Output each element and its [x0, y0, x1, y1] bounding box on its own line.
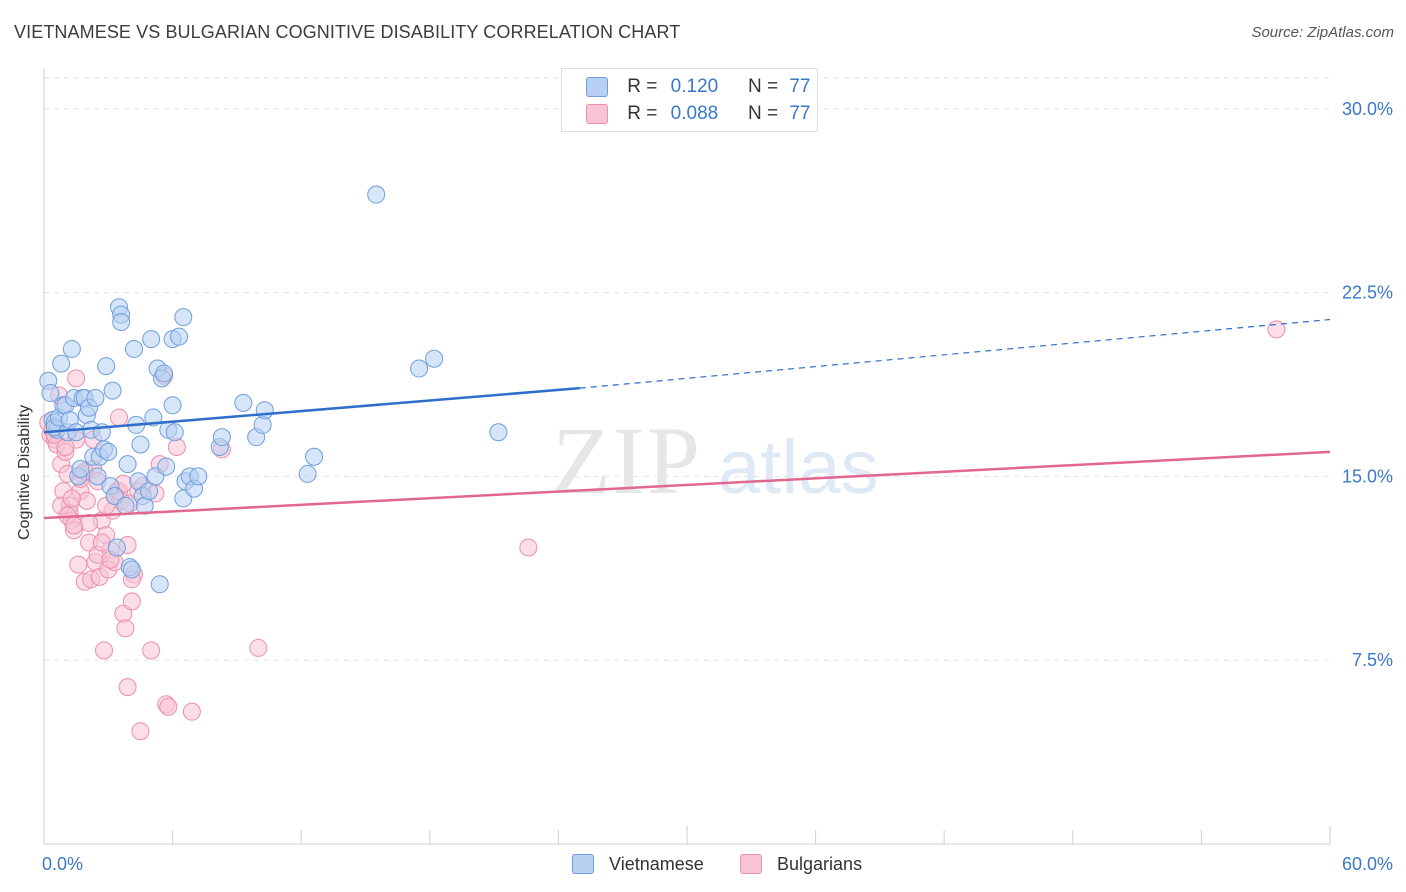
- y-axis-label: Cognitive Disability: [16, 404, 33, 540]
- vietnamese-trend-line: [43, 386, 580, 434]
- vietnamese-point-73: [298, 464, 317, 483]
- vietnamese-point-72: [255, 401, 274, 420]
- vietnamese-point-61: [174, 308, 193, 327]
- tick-labels: 7.5% 15.0% 22.5% 30.0% 0.0% 60.0%: [42, 99, 1393, 874]
- bulgarians-point-40: [122, 592, 141, 611]
- axes: [43, 68, 1331, 845]
- bulgarians-point-58: [62, 489, 81, 508]
- vietnamese-trend-extension: [579, 318, 1331, 389]
- bulgarians-legend-swatch: [740, 854, 762, 875]
- bulgarians-point-52: [182, 702, 201, 721]
- vietnamese-point-74: [305, 447, 324, 466]
- vietnamese-point-40: [122, 560, 141, 579]
- vietnamese-point-55: [157, 457, 176, 476]
- bulgarians-point-59: [67, 369, 86, 388]
- bulgarians-points: [39, 320, 1286, 741]
- vietnamese-point-24: [88, 467, 107, 486]
- bulgarians-point-15: [69, 555, 88, 574]
- vietnamese-point-54: [155, 364, 174, 383]
- y-tick-label-2: 22.5%: [1342, 283, 1393, 303]
- bulgarians-point-74: [65, 516, 84, 535]
- vietnamese-point-1: [41, 384, 60, 403]
- r-label: R =: [627, 103, 658, 124]
- bulgarians-swatch: [586, 104, 608, 124]
- legend-item-vietnamese: Vietnamese: [572, 853, 704, 875]
- r-label: R =: [627, 76, 658, 97]
- vietnamese-point-75: [367, 185, 386, 204]
- bulgarians-point-43: [131, 722, 150, 741]
- bulgarians-point-27: [95, 641, 114, 660]
- n-value-vietnamese: 77: [789, 76, 811, 97]
- bulgarians-point-54: [249, 638, 268, 657]
- vietnamese-point-68: [212, 428, 231, 447]
- vietnamese-point-71: [253, 415, 272, 434]
- r-value-vietnamese: 0.120: [670, 76, 719, 97]
- vietnamese-point-41: [125, 339, 144, 358]
- source-label: Source: ZipAtlas.com: [1251, 24, 1394, 41]
- bulgarians-point-73: [56, 437, 75, 456]
- vietnamese-point-37: [116, 496, 135, 515]
- bulgarians-point-75: [519, 538, 538, 557]
- watermark-zip: ZIP: [552, 407, 702, 514]
- vietnamese-point-23: [86, 388, 105, 407]
- bulgarians-point-65: [92, 533, 111, 552]
- legend-item-bulgarians: Bulgarians: [740, 853, 862, 875]
- legend-row-vietnamese: R = 0.120 N = 77: [586, 76, 810, 98]
- bulgarians-legend-label: Bulgarians: [777, 853, 863, 874]
- vietnamese-point-16: [71, 460, 90, 479]
- vietnamese-point-44: [131, 435, 150, 454]
- bulgarians-point-34: [110, 408, 129, 427]
- vietnamese-point-77: [425, 349, 444, 368]
- vietnamese-point-66: [189, 467, 208, 486]
- vietnamese-point-38: [118, 455, 137, 474]
- vietnamese-point-52: [150, 575, 169, 594]
- y-tick-label-1: 15.0%: [1342, 466, 1393, 486]
- y-tick-label-0: 7.5%: [1352, 650, 1393, 670]
- vietnamese-point-36: [112, 312, 131, 331]
- x-tick-label-0: 0.0%: [42, 854, 83, 874]
- vietnamese-point-76: [410, 359, 429, 378]
- bulgarians-point-45: [142, 641, 161, 660]
- bulgarians-point-37: [116, 619, 135, 638]
- vietnamese-point-69: [234, 393, 253, 412]
- chart-title: VIETNAMESE VS BULGARIAN COGNITIVE DISABI…: [14, 22, 681, 42]
- bulgarians-point-51: [167, 437, 186, 456]
- n-label: N =: [747, 103, 779, 124]
- n-value-bulgarians: 77: [789, 103, 811, 124]
- x-tick-label-1: 60.0%: [1342, 854, 1393, 874]
- trend-lines: [43, 318, 1331, 520]
- y-tick-label-3: 30.0%: [1342, 99, 1393, 119]
- vietnamese-point-31: [103, 381, 122, 400]
- watermark-atlas: atlas: [718, 425, 879, 510]
- vietnamese-legend-label: Vietnamese: [609, 853, 704, 874]
- vietnamese-points: [39, 185, 508, 594]
- bulgarians-point-50: [159, 697, 178, 716]
- vietnamese-point-12: [62, 339, 81, 358]
- bulgarians-point-38: [118, 678, 137, 697]
- vietnamese-point-29: [99, 442, 118, 461]
- n-label: N =: [747, 76, 779, 97]
- grid-lines: [44, 77, 1330, 661]
- vietnamese-legend-swatch: [572, 854, 594, 875]
- vietnamese-point-28: [97, 357, 116, 376]
- vietnamese-point-78: [489, 423, 508, 442]
- vietnamese-swatch: [586, 77, 608, 97]
- watermark: ZIP atlas: [552, 407, 879, 514]
- vietnamese-point-59: [165, 423, 184, 442]
- legend-row-bulgarians: R = 0.088 N = 77: [586, 103, 810, 125]
- vietnamese-point-14: [67, 423, 86, 442]
- vietnamese-point-48: [142, 330, 161, 349]
- vietnamese-point-60: [170, 327, 189, 346]
- bulgarians-point-19: [77, 491, 96, 510]
- correlation-legend: R = 0.120 N = 77 R = 0.088 N = 77: [561, 68, 818, 132]
- r-value-bulgarians: 0.088: [670, 103, 719, 124]
- bulgarians-trend-line: [43, 450, 1331, 520]
- vietnamese-point-7: [52, 354, 71, 373]
- vietnamese-point-58: [163, 396, 182, 415]
- vietnamese-point-33: [107, 538, 126, 557]
